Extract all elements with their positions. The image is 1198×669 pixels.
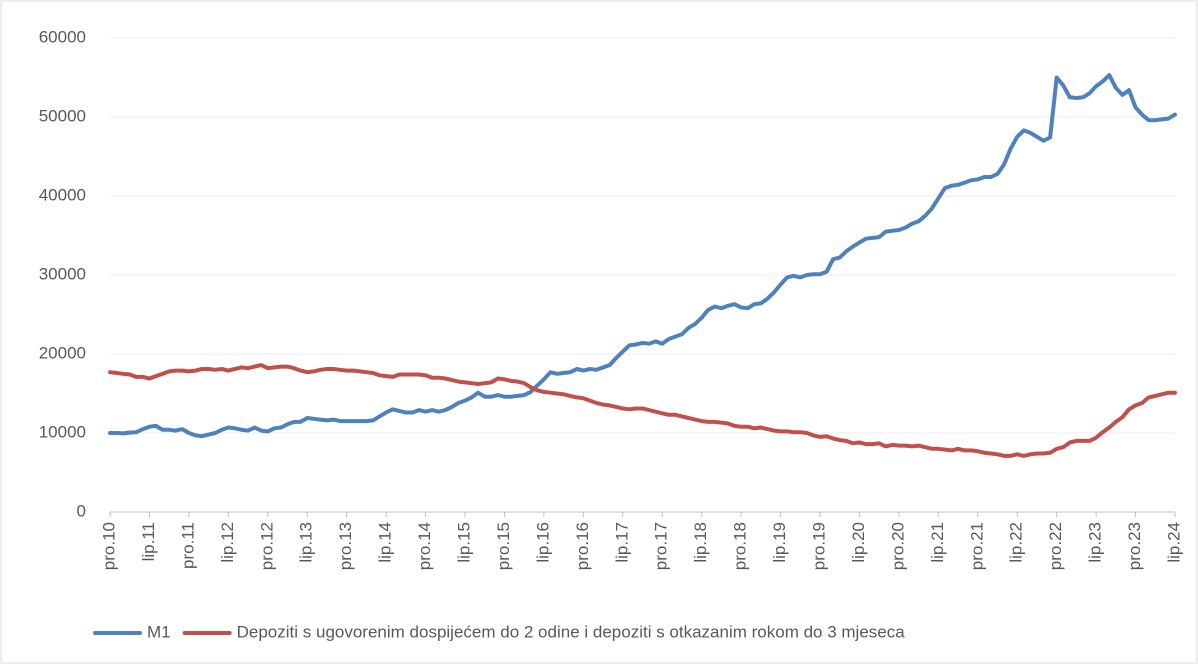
x-tick-label: lip.19 xyxy=(770,522,789,563)
x-tick-label: lip.24 xyxy=(1164,522,1183,563)
x-tick-label: lip.12 xyxy=(218,522,237,563)
x-tick-label: pro.22 xyxy=(1046,522,1065,570)
y-tick-label: 20000 xyxy=(39,343,86,362)
x-tick-label: lip.21 xyxy=(928,522,947,563)
x-tick-label: pro.12 xyxy=(257,522,276,570)
y-tick-label: 50000 xyxy=(39,106,86,125)
y-tick-label: 40000 xyxy=(39,185,86,204)
x-tick-label: lip.13 xyxy=(297,522,316,563)
x-tick-label: pro.17 xyxy=(652,522,671,570)
x-tick-label: pro.19 xyxy=(809,522,828,570)
y-tick-label: 30000 xyxy=(39,264,86,283)
x-tick-label: lip.22 xyxy=(1007,522,1026,563)
x-tick-label: pro.14 xyxy=(415,522,434,570)
legend-label: M1 xyxy=(147,622,171,641)
y-tick-label: 0 xyxy=(77,501,86,520)
x-tick-label: lip.14 xyxy=(376,522,395,563)
x-tick-label: pro.23 xyxy=(1125,522,1144,570)
x-tick-label: pro.13 xyxy=(336,522,355,570)
x-tick-label: lip.20 xyxy=(849,522,868,563)
x-tick-label: lip.16 xyxy=(533,522,552,563)
x-tick-label: lip.17 xyxy=(612,522,631,563)
x-tick-label: lip.18 xyxy=(691,522,710,563)
y-tick-label: 60000 xyxy=(39,27,86,46)
x-tick-label: pro.21 xyxy=(967,522,986,570)
y-tick-label: 10000 xyxy=(39,422,86,441)
x-tick-label: lip.15 xyxy=(454,522,473,563)
series-line xyxy=(108,363,1177,458)
legend-label: Depoziti s ugovorenim dospijećem do 2 od… xyxy=(237,622,906,641)
series-line xyxy=(108,73,1177,439)
x-tick-label: pro.10 xyxy=(99,522,118,570)
x-tick-label: lip.11 xyxy=(139,522,158,561)
x-tick-label: pro.11 xyxy=(178,522,197,569)
x-tick-label: pro.18 xyxy=(731,522,750,570)
x-tick-label: lip.23 xyxy=(1086,522,1105,563)
x-tick-label: pro.15 xyxy=(494,522,513,570)
x-tick-label: pro.20 xyxy=(888,522,907,570)
x-tick-label: pro.16 xyxy=(573,522,592,570)
